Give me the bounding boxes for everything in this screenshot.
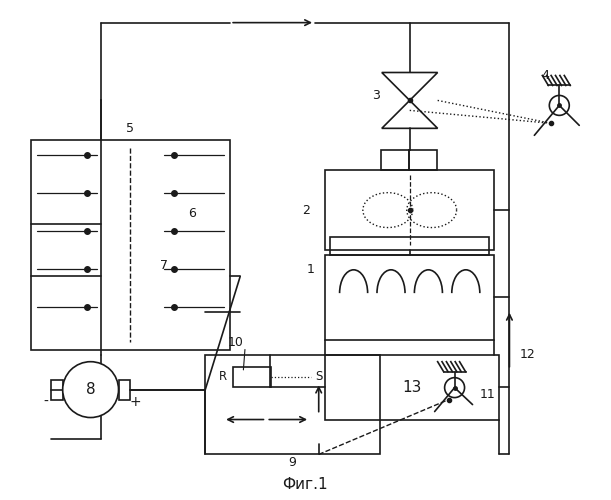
- Text: 6: 6: [188, 207, 196, 220]
- Text: 12: 12: [519, 348, 535, 361]
- Text: 5: 5: [126, 122, 134, 135]
- Bar: [325, 170, 494, 250]
- Bar: [325, 354, 499, 420]
- Text: 4: 4: [541, 69, 549, 82]
- Bar: [233, 366, 271, 386]
- Text: 3: 3: [372, 89, 380, 102]
- Text: 7: 7: [161, 260, 169, 272]
- Text: Фиг.1: Фиг.1: [282, 477, 328, 492]
- Bar: [205, 354, 380, 454]
- Circle shape: [63, 362, 119, 418]
- Circle shape: [445, 378, 464, 398]
- Text: 2: 2: [302, 204, 310, 216]
- Bar: [31, 140, 230, 350]
- Bar: [330, 237, 489, 255]
- Text: 8: 8: [86, 382, 95, 397]
- Bar: [325, 255, 494, 340]
- Bar: [51, 380, 63, 400]
- Text: 1: 1: [307, 264, 315, 276]
- Bar: [381, 150, 437, 170]
- Text: S: S: [315, 370, 323, 383]
- Text: 9: 9: [288, 456, 296, 469]
- Text: +: +: [130, 394, 141, 408]
- Text: 11: 11: [480, 388, 496, 401]
- Circle shape: [549, 96, 569, 116]
- Text: 10: 10: [227, 336, 243, 349]
- Text: 13: 13: [403, 380, 422, 394]
- Text: -: -: [43, 394, 48, 408]
- Bar: [119, 380, 131, 400]
- Text: R: R: [219, 370, 227, 383]
